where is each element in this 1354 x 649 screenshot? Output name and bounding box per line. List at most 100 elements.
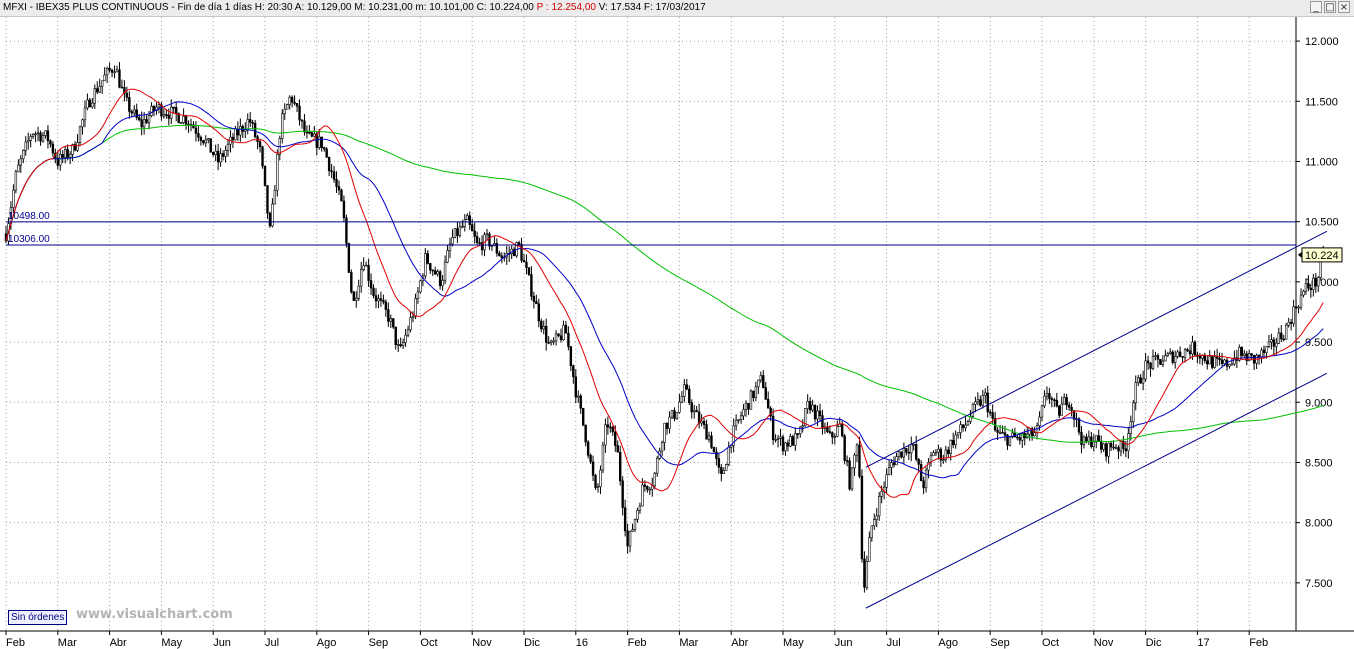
candle-body (392, 318, 395, 328)
candle-body (589, 455, 592, 463)
candle-body (438, 271, 442, 287)
price-chart[interactable]: 7.500 8.000 8.500 9.000 9.500 10.000 10.500 11.… (0, 17, 1354, 649)
y-tick-label: 11.500 (1305, 96, 1338, 108)
candle-body (140, 119, 143, 128)
candle-body (988, 411, 992, 414)
candle-body (831, 432, 834, 438)
maximize-button[interactable]: □ (1324, 1, 1336, 13)
candle-body (446, 250, 449, 263)
x-tick-label: Dic (524, 637, 540, 649)
candle-body (495, 243, 499, 254)
candle-body (1156, 355, 1160, 360)
minimize-button[interactable]: _ (1310, 1, 1322, 13)
x-tick-label: 17 (1197, 637, 1209, 649)
candle-body (59, 154, 62, 166)
candle-body (1104, 443, 1108, 457)
candle-body (150, 106, 153, 116)
candle-body (345, 217, 348, 244)
candle-body (569, 346, 573, 367)
candle-body (419, 280, 422, 293)
candle-body (984, 392, 987, 396)
close-button[interactable]: × (1338, 1, 1350, 13)
candle-body (221, 153, 225, 157)
candle-body (702, 420, 706, 425)
candle-body (409, 317, 412, 331)
candle-body (431, 269, 434, 272)
candle-body (236, 128, 240, 136)
candle-body (1208, 356, 1211, 365)
x-tick-label: Sep (369, 637, 389, 649)
candle-body (1067, 404, 1071, 408)
candle-body (305, 131, 309, 134)
orders-status-badge[interactable]: Sin órdenes (8, 610, 68, 625)
candle-body (214, 150, 217, 155)
x-tick-label: Dic (1146, 637, 1162, 649)
candle-body (942, 459, 945, 461)
candle-body (335, 179, 338, 187)
candle-body (680, 395, 684, 403)
title-segment: MFXI - IBEX35 PLUS CONTINUOUS - Fin de d… (3, 2, 537, 13)
candle-body (1161, 360, 1165, 365)
last-price-box (1301, 247, 1343, 263)
candle-body (900, 451, 903, 458)
candle-body (219, 153, 222, 163)
candle-body (1082, 436, 1086, 446)
candle-body (1176, 351, 1179, 357)
candle-body (1178, 351, 1182, 357)
candle-body (56, 157, 60, 166)
candle-body (974, 401, 977, 405)
candle-body (1218, 358, 1221, 361)
candle-body (791, 436, 795, 446)
candle-body (932, 452, 935, 457)
candle-body (466, 215, 469, 221)
candle-body (700, 420, 703, 424)
candle-body (996, 429, 999, 433)
candle-body (512, 248, 516, 257)
candle-body (135, 109, 138, 118)
candle-body (493, 243, 496, 246)
candle-body (110, 69, 114, 73)
ma-mid-line (5, 101, 1324, 479)
x-tick-label: Abr (731, 637, 748, 649)
candle-body (81, 119, 84, 128)
x-tick-label: Jul (265, 637, 279, 649)
candle-body (549, 340, 553, 344)
candle-body (22, 150, 25, 160)
y-tick-label: 8.500 (1305, 457, 1333, 469)
candle-body (880, 491, 883, 497)
candle-body (609, 426, 612, 429)
trend-channel-lower (865, 372, 1328, 609)
candle-body (224, 150, 227, 157)
candle-body (922, 480, 925, 489)
candle-body (535, 301, 538, 305)
candle-body (362, 265, 365, 270)
candle-body (441, 279, 444, 287)
candle-body (912, 444, 915, 446)
candle-body (1043, 395, 1046, 407)
candle-body (764, 387, 767, 400)
candle-body (520, 243, 523, 261)
candle-body (283, 108, 286, 115)
candle-body (966, 421, 970, 426)
candle-body (384, 301, 388, 310)
candles (4, 62, 1325, 593)
candle-body (475, 236, 479, 243)
y-tick-label: 12.000 (1305, 36, 1339, 48)
candle-body (961, 424, 965, 429)
candle-body (24, 141, 27, 151)
candle-body (179, 122, 183, 124)
candle-body (722, 469, 726, 474)
candle-body (868, 537, 871, 562)
candle-body (488, 233, 491, 247)
candle-body (759, 375, 763, 381)
candle-body (712, 447, 716, 453)
candle-body (779, 436, 782, 439)
candle-body (803, 408, 807, 427)
candle-body (1198, 356, 1202, 359)
candle-body (981, 395, 985, 406)
candle-body (157, 104, 161, 108)
candle-body (1018, 437, 1022, 441)
candle-body (61, 154, 64, 158)
candle-body (1033, 432, 1036, 437)
candle-body (673, 410, 676, 419)
